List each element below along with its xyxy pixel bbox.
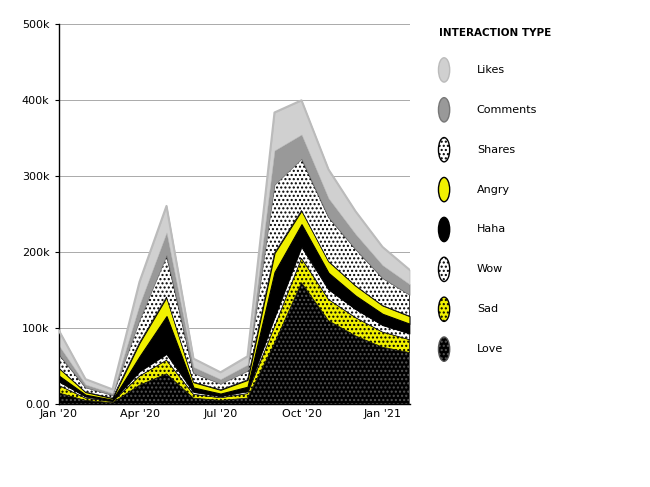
Ellipse shape (439, 98, 450, 122)
Text: Haha: Haha (477, 225, 506, 234)
Text: Likes: Likes (477, 65, 505, 75)
Ellipse shape (439, 137, 450, 162)
Ellipse shape (439, 58, 450, 82)
Text: Love: Love (477, 344, 503, 354)
Text: Comments: Comments (477, 105, 537, 115)
Text: Wow: Wow (477, 264, 503, 274)
Text: Angry: Angry (477, 185, 510, 195)
Text: Sad: Sad (477, 304, 498, 314)
Ellipse shape (439, 217, 450, 242)
Ellipse shape (439, 257, 450, 281)
Ellipse shape (439, 177, 450, 202)
Ellipse shape (439, 297, 450, 321)
Text: INTERACTION TYPE: INTERACTION TYPE (439, 28, 552, 38)
Text: Shares: Shares (477, 145, 515, 155)
Text: Fig.1: Peaks in activity across all groups correlating to lockdown measures.: Fig.1: Peaks in activity across all grou… (10, 460, 428, 470)
Ellipse shape (439, 337, 450, 361)
